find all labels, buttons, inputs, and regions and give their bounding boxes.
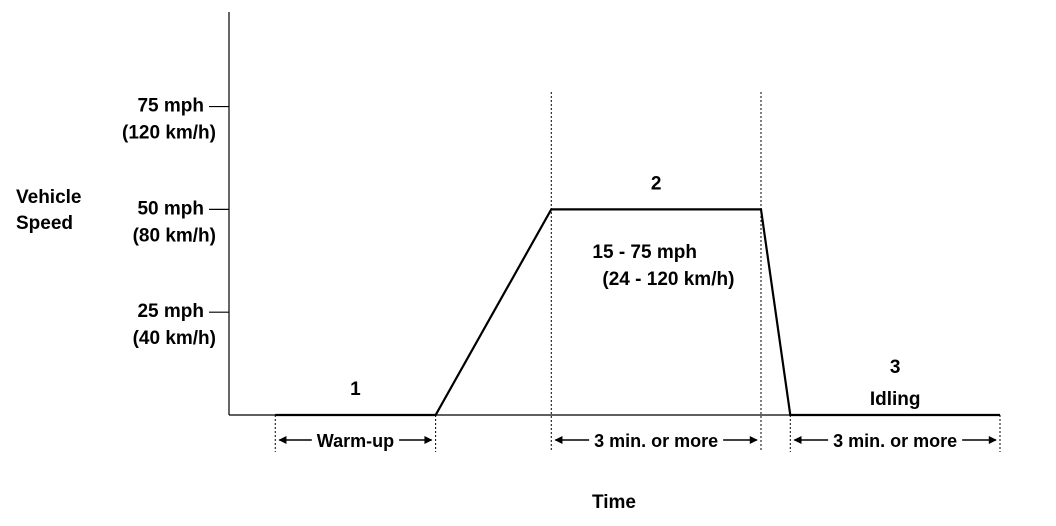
speed-range-annotation-kmh: (24 - 120 km/h) <box>602 269 734 290</box>
y-axis-label-line-1: Vehicle <box>16 187 82 208</box>
y-tick-sublabel: (120 km/h) <box>122 123 216 144</box>
y-tick-label: 75 mph <box>137 96 204 117</box>
y-axis-label-line-2: Speed <box>16 213 73 234</box>
y-tick-label: 50 mph <box>137 198 204 219</box>
phase-number: 2 <box>651 173 662 194</box>
duration-label: 3 min. or more <box>594 431 718 451</box>
y-tick-sublabel: (80 km/h) <box>133 225 216 246</box>
duration-label: Warm-up <box>317 431 394 451</box>
phase-name: Idling <box>870 389 921 410</box>
phase-number: 1 <box>350 379 361 400</box>
duration-label: 3 min. or more <box>833 431 957 451</box>
y-tick-label: 25 mph <box>137 301 204 322</box>
phase-number: 3 <box>890 357 901 378</box>
speed-range-annotation: 15 - 75 mph <box>592 242 697 263</box>
y-tick-sublabel: (40 km/h) <box>133 328 216 349</box>
speed-profile-line <box>275 208 1000 417</box>
x-axis-label: Time <box>592 492 636 513</box>
